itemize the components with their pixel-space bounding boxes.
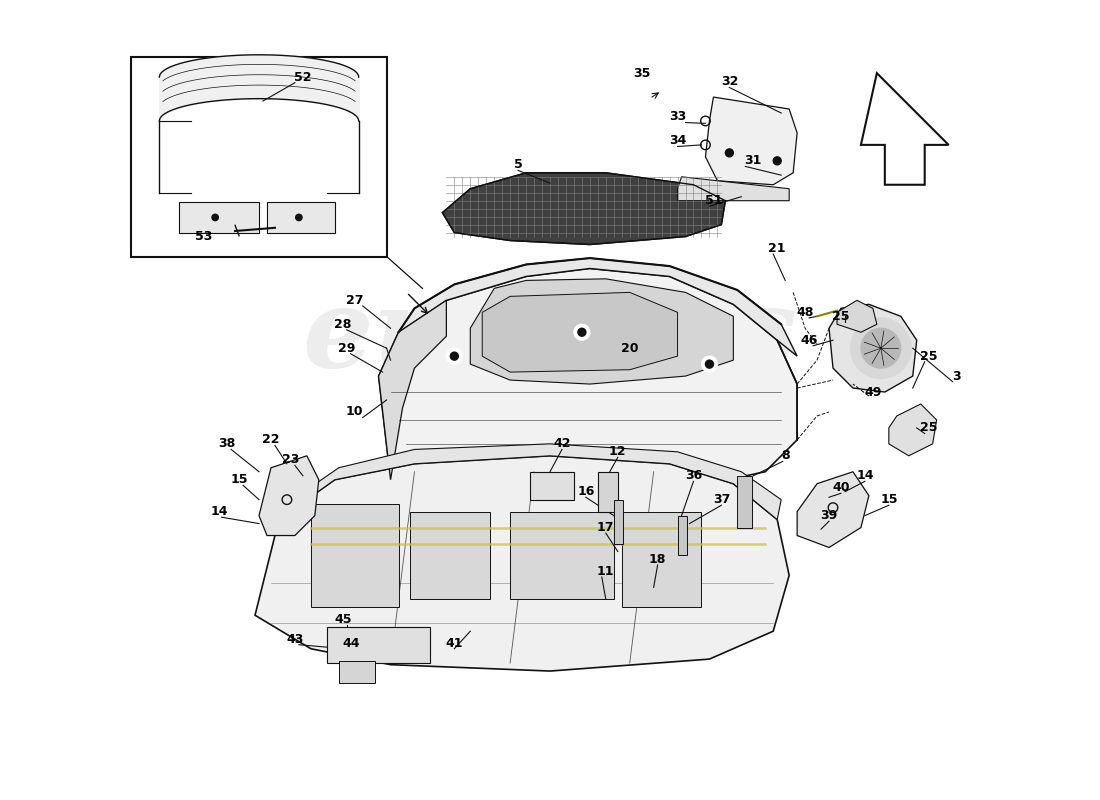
Circle shape: [725, 149, 734, 157]
Bar: [179, 202, 258, 233]
Polygon shape: [471, 279, 734, 384]
Polygon shape: [861, 73, 948, 185]
Text: 35: 35: [632, 66, 650, 80]
Circle shape: [861, 328, 901, 368]
Polygon shape: [398, 258, 798, 356]
Circle shape: [578, 328, 586, 336]
Bar: [678, 515, 688, 555]
Text: 15: 15: [230, 474, 248, 486]
Text: 25: 25: [920, 422, 937, 434]
Circle shape: [702, 356, 717, 372]
Text: 10: 10: [345, 406, 363, 418]
Text: 34: 34: [669, 134, 686, 147]
Text: 3: 3: [953, 370, 961, 382]
Circle shape: [296, 214, 303, 221]
Polygon shape: [378, 300, 447, 480]
Text: 31: 31: [745, 154, 762, 167]
Text: 32: 32: [720, 74, 738, 88]
Polygon shape: [255, 456, 789, 671]
Text: 15: 15: [880, 493, 898, 506]
Text: 25: 25: [920, 350, 937, 362]
Text: 21: 21: [769, 242, 786, 255]
Text: 28: 28: [334, 318, 351, 330]
Text: 17: 17: [597, 521, 615, 534]
Bar: [510, 512, 614, 599]
Polygon shape: [798, 472, 869, 547]
Text: 52: 52: [294, 70, 311, 84]
Text: 22: 22: [262, 434, 279, 446]
Circle shape: [450, 352, 459, 360]
Text: 39: 39: [821, 509, 838, 522]
Text: 42: 42: [553, 438, 571, 450]
Text: 18: 18: [649, 553, 667, 566]
Polygon shape: [705, 97, 798, 185]
Text: 33: 33: [669, 110, 686, 123]
Circle shape: [705, 360, 714, 368]
Bar: [530, 472, 574, 500]
Text: 36: 36: [685, 470, 702, 482]
Text: 38: 38: [219, 438, 235, 450]
Polygon shape: [258, 456, 319, 535]
Text: 5: 5: [514, 158, 522, 171]
Circle shape: [773, 157, 781, 165]
Text: 43: 43: [286, 633, 304, 646]
Text: 20: 20: [621, 342, 638, 354]
Text: 27: 27: [345, 294, 363, 307]
Polygon shape: [378, 269, 798, 500]
Text: 14: 14: [210, 505, 228, 518]
Bar: [132, 57, 386, 257]
Circle shape: [212, 214, 219, 221]
Text: 11: 11: [597, 565, 615, 578]
Text: 29: 29: [338, 342, 355, 354]
Text: 45: 45: [334, 613, 352, 626]
Text: 48: 48: [796, 306, 814, 319]
Circle shape: [574, 324, 590, 340]
Text: 16: 16: [578, 485, 595, 498]
Bar: [267, 202, 334, 233]
Text: a part for part since 1985: a part for part since 1985: [383, 398, 685, 418]
Polygon shape: [829, 304, 916, 392]
Text: europes: europes: [302, 282, 798, 390]
Text: 41: 41: [446, 637, 463, 650]
Bar: [621, 512, 702, 607]
Bar: [597, 472, 618, 512]
Text: 51: 51: [705, 194, 723, 207]
Text: 44: 44: [342, 637, 360, 650]
Bar: [614, 500, 624, 543]
Text: 8: 8: [781, 450, 790, 462]
Bar: [737, 476, 751, 527]
Polygon shape: [837, 300, 877, 332]
Polygon shape: [482, 292, 678, 372]
Polygon shape: [442, 173, 725, 245]
Bar: [311, 504, 398, 607]
Bar: [339, 661, 375, 683]
Text: 53: 53: [195, 230, 212, 243]
Text: 49: 49: [865, 386, 881, 398]
Text: 14: 14: [856, 470, 873, 482]
Text: 25: 25: [833, 310, 849, 322]
Text: 46: 46: [801, 334, 817, 346]
Text: 23: 23: [283, 454, 299, 466]
Text: 37: 37: [713, 493, 730, 506]
Bar: [410, 512, 491, 599]
Bar: [327, 627, 430, 663]
Text: 40: 40: [833, 481, 849, 494]
Polygon shape: [889, 404, 937, 456]
Circle shape: [850, 318, 911, 378]
Circle shape: [447, 348, 462, 364]
Polygon shape: [678, 177, 789, 201]
Polygon shape: [279, 444, 781, 519]
Text: 12: 12: [609, 446, 627, 458]
